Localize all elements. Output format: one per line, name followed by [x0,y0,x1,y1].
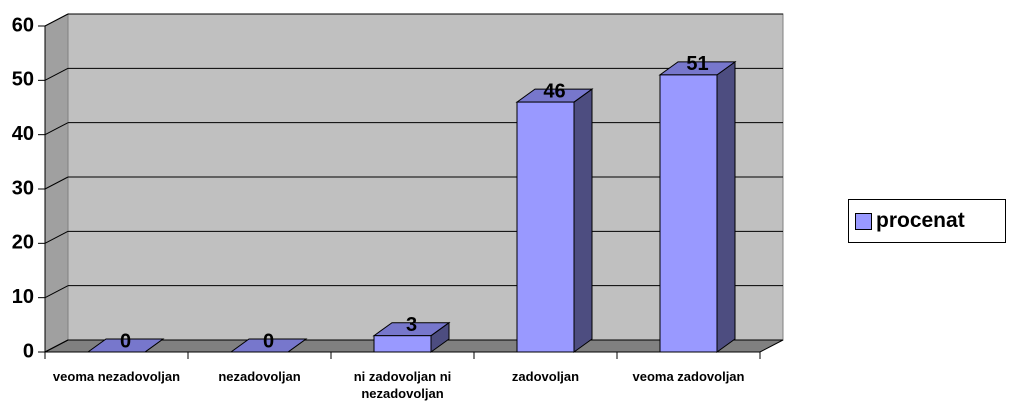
y-tick-label: 60 [12,14,34,36]
grid-line [44,67,69,81]
bar [373,335,432,353]
legend-swatch [855,212,872,230]
bar [516,101,575,353]
y-tick-label: 10 [12,286,34,308]
bar-top [86,338,165,353]
grid-line [44,13,69,27]
x-tick-label: nezadovoljan [218,369,301,384]
y-tick-label: 50 [12,69,34,91]
x-tick-label: veoma nezadovoljan [52,369,181,384]
y-tick-label: 30 [12,177,34,199]
x-tick-label: veoma zadovoljan [632,369,745,384]
bar-top [229,338,308,353]
y-tick-label: 20 [12,232,34,254]
x-tick-label: zadovoljan [511,369,580,384]
value-label: 51 [686,53,708,75]
value-label: 0 [263,330,274,352]
legend-label: procenat [876,209,965,232]
grid-line [44,285,69,299]
value-label: 3 [406,314,417,336]
grid-line [44,230,69,244]
bar [659,74,718,353]
y-tick-label: 40 [12,123,34,145]
legend: procenat [848,199,1006,243]
value-label: 46 [543,80,565,102]
value-label: 0 [120,330,131,352]
y-tick-label: 0 [23,340,34,362]
x-tick-label: ni zadovoljan ni nezadovoljan [353,369,452,401]
grid-line [44,122,69,136]
bar-side [573,88,593,353]
grid-line [44,339,69,353]
bar-side [716,60,736,353]
grid-line [44,176,69,190]
